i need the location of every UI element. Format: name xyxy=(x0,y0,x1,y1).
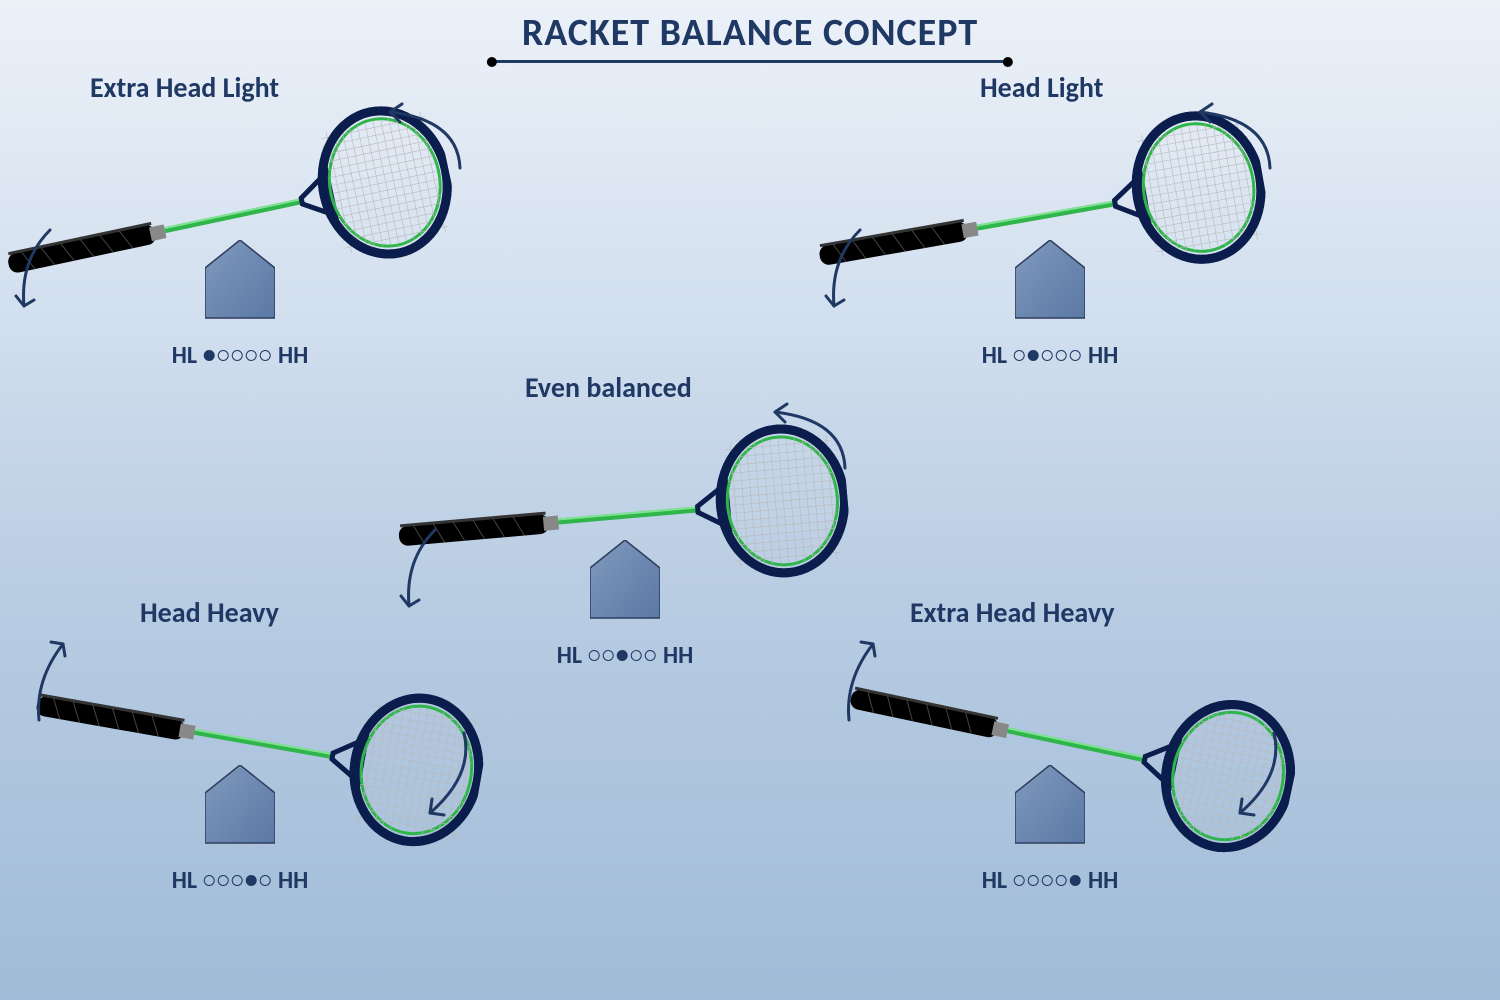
indicator-hh-label: HH xyxy=(278,341,308,370)
arrow-up-icon xyxy=(835,630,885,730)
indicator-hl-label: HL xyxy=(172,341,197,370)
indicator-dot xyxy=(204,875,215,886)
arrow-up-icon xyxy=(380,100,470,180)
arrow-down-icon xyxy=(1220,725,1290,825)
cell-label: Even balanced xyxy=(525,370,692,405)
indicator-dot xyxy=(232,350,243,361)
indicator-dot-filled xyxy=(1028,350,1039,361)
indicator-hl-label: HL xyxy=(172,866,197,895)
indicator-hh-label: HH xyxy=(278,866,308,895)
balance-cell-head-light: Head Light xyxy=(820,70,1280,370)
indicator-hh-label: HH xyxy=(1088,866,1118,895)
balance-indicator: HL HH xyxy=(978,341,1123,370)
balance-indicator: HL HH xyxy=(978,866,1123,895)
indicator-dot-filled xyxy=(617,650,628,661)
arrow-down-icon xyxy=(410,725,480,825)
indicator-hl-label: HL xyxy=(557,641,582,670)
indicator-dot xyxy=(218,875,229,886)
indicator-dot-filled xyxy=(204,350,215,361)
cell-label: Extra Head Light xyxy=(90,70,279,105)
indicator-dot xyxy=(1042,350,1053,361)
arrow-down-icon xyxy=(10,220,60,320)
indicator-dot xyxy=(645,650,656,661)
indicator-hh-label: HH xyxy=(663,641,693,670)
indicator-dot-filled xyxy=(1070,875,1081,886)
indicator-dot xyxy=(1014,350,1025,361)
arrow-up-icon xyxy=(765,400,855,480)
indicator-dot xyxy=(1056,350,1067,361)
indicator-hh-label: HH xyxy=(1088,341,1118,370)
balance-cell-head-heavy: Head Heavy xyxy=(10,595,470,895)
indicator-hl-label: HL xyxy=(982,866,1007,895)
indicator-dot xyxy=(631,650,642,661)
arrow-down-icon xyxy=(820,220,870,320)
balance-indicator: HL HH xyxy=(168,866,313,895)
indicator-dot xyxy=(1070,350,1081,361)
balance-indicator: HL HH xyxy=(553,641,698,670)
balance-cell-extra-head-light: Extra Head Light xyxy=(10,70,470,370)
indicator-dot xyxy=(232,875,243,886)
indicator-dot xyxy=(260,875,271,886)
indicator-dot xyxy=(603,650,614,661)
cell-label: Head Light xyxy=(980,70,1103,105)
arrow-up-icon xyxy=(25,630,75,730)
indicator-dot-filled xyxy=(246,875,257,886)
page-title-wrap: RACKET BALANCE CONCEPT xyxy=(492,10,1008,63)
indicator-dot xyxy=(218,350,229,361)
indicator-dot xyxy=(1042,875,1053,886)
indicator-dot xyxy=(1028,875,1039,886)
cell-label: Head Heavy xyxy=(140,595,279,630)
indicator-dot xyxy=(1014,875,1025,886)
balance-cell-extra-head-heavy: Extra Head Heavy xyxy=(820,595,1280,895)
indicator-dot xyxy=(260,350,271,361)
page-title: RACKET BALANCE CONCEPT xyxy=(492,10,1008,63)
indicator-hl-label: HL xyxy=(982,341,1007,370)
arrow-up-icon xyxy=(1190,100,1280,180)
indicator-dot xyxy=(589,650,600,661)
balance-indicator: HL HH xyxy=(168,341,313,370)
indicator-dot xyxy=(246,350,257,361)
indicator-dot xyxy=(1056,875,1067,886)
